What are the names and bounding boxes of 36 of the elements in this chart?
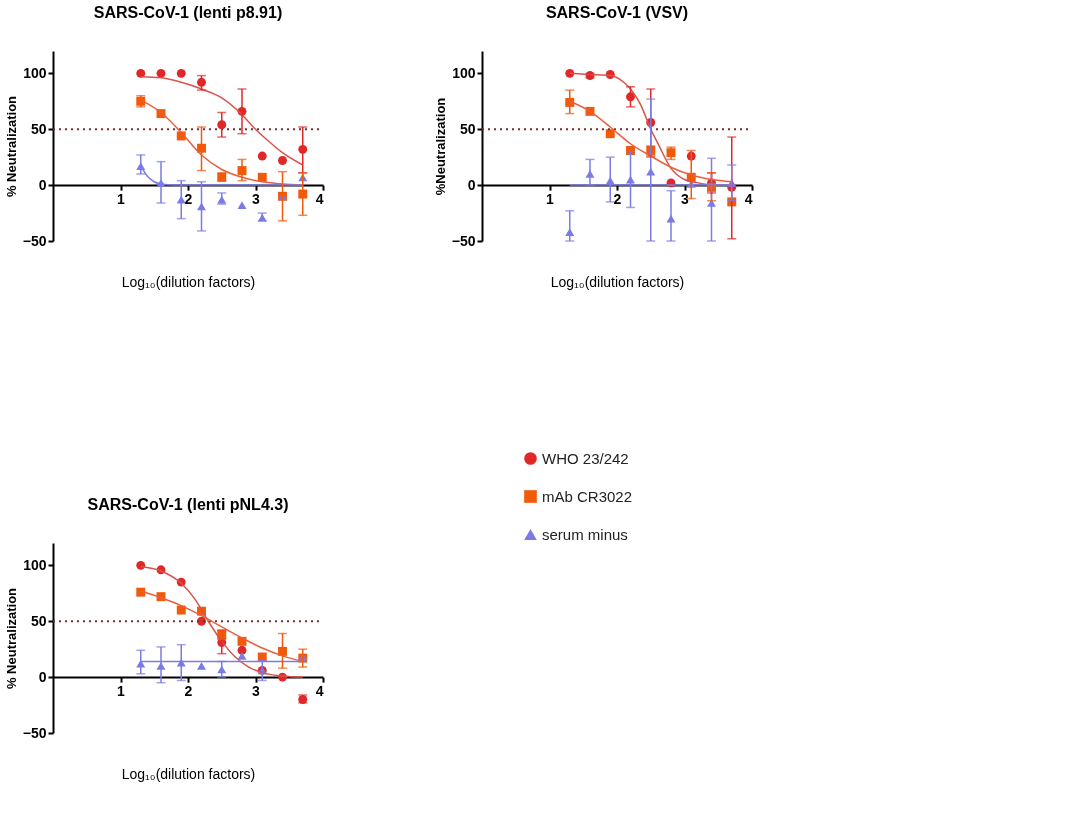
y-tick-label: −50 (22, 232, 47, 249)
x-tick-label: 4 (315, 190, 324, 207)
x-tick-label: 3 (252, 190, 261, 207)
x-tick-label: 4 (315, 682, 324, 699)
x-tick-label: 1 (117, 682, 126, 699)
y-tick-label: −50 (451, 232, 476, 249)
y-tick-label: 50 (459, 120, 476, 137)
x-tick-label: 3 (681, 190, 690, 207)
x-tick-label: 2 (184, 682, 193, 699)
y-tick-label: 0 (38, 176, 47, 193)
y-tick-label: 100 (452, 64, 476, 81)
x-axis-title: Log₁₀(dilution factors) (121, 765, 256, 782)
x-tick-label: 3 (252, 682, 261, 699)
y-tick-label: 100 (23, 64, 47, 81)
chart-title: SARS-CoV-1 (lenti p8.91) (93, 4, 283, 21)
y-tick-label: 50 (30, 120, 47, 137)
legend-label: mAb CR3022 (542, 487, 633, 505)
x-tick-label: 1 (546, 190, 555, 207)
x-tick-label: 2 (184, 190, 193, 207)
x-tick-label: 2 (613, 190, 622, 207)
y-tick-label: −50 (22, 724, 47, 741)
legend-label: serum minus (542, 525, 628, 543)
chart-title: SARS-CoV-1 (lenti pNL4.3) (87, 496, 289, 513)
y-tick-label: 0 (467, 176, 476, 193)
y-axis-title: % Neutralization (3, 95, 19, 198)
y-tick-label: 100 (23, 556, 47, 573)
y-tick-label: 0 (38, 668, 47, 685)
y-tick-label: 50 (30, 612, 47, 629)
x-tick-label: 1 (117, 190, 126, 207)
legend-label: WHO 23/242 (542, 449, 629, 467)
y-axis-title: %Neutralization (432, 97, 448, 196)
x-axis-title: Log₁₀(dilution factors) (550, 273, 685, 290)
y-axis-title: % Neutralization (3, 587, 19, 690)
chart-title: SARS-CoV-1 (VSV) (545, 4, 689, 21)
x-axis-title: Log₁₀(dilution factors) (121, 273, 256, 290)
x-tick-label: 4 (744, 190, 753, 207)
